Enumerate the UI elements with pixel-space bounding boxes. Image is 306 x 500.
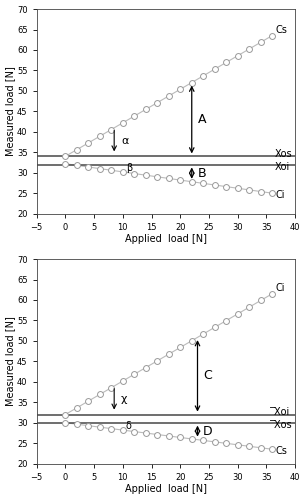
Point bbox=[258, 444, 263, 452]
Point bbox=[212, 438, 217, 446]
Point bbox=[155, 430, 160, 438]
Point bbox=[247, 186, 252, 194]
Point bbox=[86, 139, 91, 147]
Point bbox=[201, 436, 206, 444]
Point bbox=[270, 189, 275, 197]
Text: δ: δ bbox=[126, 421, 132, 431]
Point bbox=[132, 428, 137, 436]
Point bbox=[247, 303, 252, 311]
Point bbox=[201, 72, 206, 80]
Point bbox=[212, 65, 217, 73]
Text: A: A bbox=[197, 113, 206, 126]
Point bbox=[166, 92, 171, 100]
Point bbox=[120, 119, 125, 127]
Point bbox=[109, 424, 114, 432]
Point bbox=[120, 377, 125, 385]
Point bbox=[63, 410, 68, 418]
Text: α: α bbox=[121, 136, 129, 146]
Point bbox=[97, 164, 102, 172]
Text: β: β bbox=[126, 163, 132, 173]
Point bbox=[224, 316, 229, 324]
Point bbox=[74, 404, 79, 412]
Point bbox=[109, 166, 114, 174]
Point bbox=[201, 330, 206, 338]
Point bbox=[247, 442, 252, 450]
Y-axis label: Measured load [N]: Measured load [N] bbox=[6, 316, 16, 406]
Point bbox=[235, 441, 240, 449]
Text: ̅Xos: ̅Xos bbox=[275, 420, 293, 430]
Y-axis label: Measured load [N]: Measured load [N] bbox=[6, 66, 16, 156]
Point bbox=[189, 178, 194, 186]
Point bbox=[189, 336, 194, 344]
Point bbox=[109, 126, 114, 134]
Point bbox=[166, 350, 171, 358]
Point bbox=[74, 162, 79, 170]
Point bbox=[63, 418, 68, 426]
Point bbox=[178, 176, 183, 184]
Point bbox=[97, 390, 102, 398]
Point bbox=[143, 106, 148, 114]
Point bbox=[235, 184, 240, 192]
Point bbox=[86, 397, 91, 405]
Point bbox=[155, 98, 160, 106]
Point bbox=[143, 429, 148, 437]
Point bbox=[258, 296, 263, 304]
Text: Cs: Cs bbox=[275, 446, 287, 456]
Text: Ci: Ci bbox=[275, 190, 285, 200]
Text: Ci: Ci bbox=[275, 282, 285, 292]
Point bbox=[97, 132, 102, 140]
Point bbox=[109, 384, 114, 392]
Text: D: D bbox=[203, 424, 213, 438]
Point bbox=[132, 370, 137, 378]
Point bbox=[235, 310, 240, 318]
Point bbox=[212, 324, 217, 332]
Point bbox=[74, 146, 79, 154]
Point bbox=[63, 160, 68, 168]
Text: B: B bbox=[197, 166, 206, 179]
Text: ̅Xoi: ̅Xoi bbox=[275, 408, 290, 418]
Point bbox=[86, 422, 91, 430]
Point bbox=[178, 434, 183, 442]
Text: Xoi: Xoi bbox=[275, 162, 290, 172]
Point bbox=[120, 426, 125, 434]
Point bbox=[201, 180, 206, 188]
Point bbox=[258, 38, 263, 46]
Point bbox=[143, 171, 148, 179]
Point bbox=[178, 344, 183, 351]
Point bbox=[143, 364, 148, 372]
Point bbox=[224, 182, 229, 190]
Point bbox=[178, 86, 183, 94]
X-axis label: Applied  load [N]: Applied load [N] bbox=[125, 484, 207, 494]
Point bbox=[166, 174, 171, 182]
Point bbox=[166, 432, 171, 440]
Point bbox=[224, 440, 229, 448]
Point bbox=[189, 78, 194, 86]
Point bbox=[189, 435, 194, 443]
Text: Cs: Cs bbox=[275, 24, 287, 34]
Text: Xos: Xos bbox=[275, 150, 293, 160]
Point bbox=[247, 45, 252, 53]
Point bbox=[212, 181, 217, 189]
Point bbox=[270, 445, 275, 453]
Point bbox=[132, 170, 137, 177]
Point bbox=[86, 163, 91, 171]
Point bbox=[270, 32, 275, 40]
Point bbox=[224, 58, 229, 66]
Point bbox=[155, 357, 160, 365]
X-axis label: Applied  load [N]: Applied load [N] bbox=[125, 234, 207, 244]
Text: C: C bbox=[203, 370, 212, 382]
Point bbox=[235, 52, 240, 60]
Point bbox=[120, 168, 125, 176]
Point bbox=[132, 112, 137, 120]
Point bbox=[270, 290, 275, 298]
Point bbox=[258, 188, 263, 196]
Point bbox=[97, 423, 102, 431]
Text: χ: χ bbox=[121, 394, 127, 404]
Point bbox=[74, 420, 79, 428]
Point bbox=[155, 173, 160, 181]
Point bbox=[63, 152, 68, 160]
